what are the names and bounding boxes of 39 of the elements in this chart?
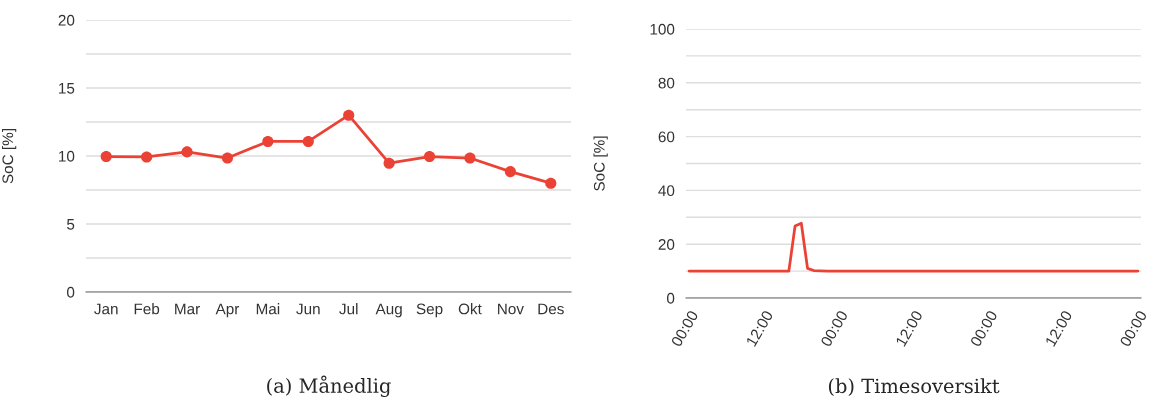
x-tick-label: Feb — [134, 303, 160, 315]
y-tick-label: 60 — [658, 131, 675, 143]
y-tick-label: 100 — [650, 23, 675, 35]
y-tick-label: 0 — [666, 292, 675, 304]
point — [545, 177, 557, 189]
point — [221, 152, 234, 164]
point — [464, 152, 476, 164]
y-tick-label: 15 — [59, 83, 75, 94]
x-tick-label: Nov — [498, 303, 524, 315]
point — [383, 157, 395, 169]
y-tick-label: 5 — [67, 219, 75, 230]
text: (a) Månedlig — [267, 375, 391, 397]
y-tick-label: 0 — [66, 286, 75, 298]
point — [100, 150, 112, 163]
point — [302, 135, 314, 147]
y-axis-title: SoC [%] — [593, 136, 608, 191]
point — [181, 146, 193, 158]
x-tick-label: Des — [538, 303, 564, 315]
x-tick-label: Mar — [175, 303, 200, 315]
x-tick-label: Apr — [215, 303, 240, 318]
x-tick-label: Aug — [375, 303, 402, 318]
y-tick-label: 10 — [59, 150, 75, 162]
x-tick-label: Mai — [256, 303, 280, 315]
point — [262, 135, 274, 147]
text: (b) Timesoversikt — [828, 378, 1000, 396]
point — [423, 150, 436, 163]
point — [343, 109, 355, 121]
x-tick-label: Jan — [94, 303, 118, 315]
point — [504, 166, 516, 178]
x-tick-label: Sep — [416, 303, 443, 318]
y-tick-label: 20 — [58, 14, 75, 26]
y-tick-label: 80 — [658, 77, 675, 89]
y-axis-title: SoC [%] — [1, 129, 17, 184]
x-tick-label: Okt — [458, 303, 482, 315]
x-tick-label: Jul — [339, 303, 358, 315]
x-tick-label: Jun — [296, 303, 320, 315]
y-tick-label: 20 — [658, 239, 675, 250]
point — [141, 151, 153, 163]
y-tick-label: 40 — [658, 185, 675, 197]
